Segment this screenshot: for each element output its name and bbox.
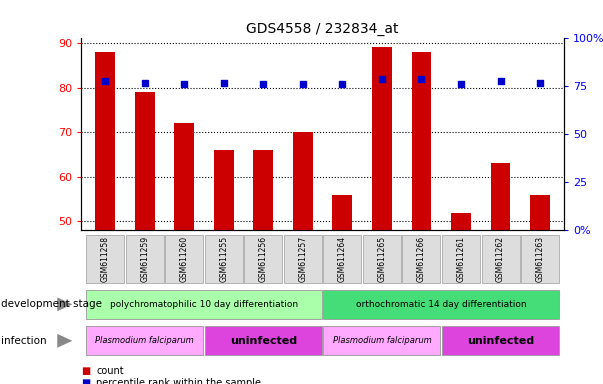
Point xyxy=(259,81,268,88)
Text: Plasmodium falciparum: Plasmodium falciparum xyxy=(332,336,431,345)
Bar xyxy=(363,235,401,283)
Text: development stage: development stage xyxy=(1,299,101,310)
Bar xyxy=(442,326,559,356)
Text: GSM611263: GSM611263 xyxy=(535,236,545,282)
Bar xyxy=(293,132,313,230)
Bar xyxy=(244,235,282,283)
Point xyxy=(298,81,308,88)
Bar xyxy=(442,235,480,283)
Text: polychromatophilic 10 day differentiation: polychromatophilic 10 day differentiatio… xyxy=(110,300,298,309)
Bar xyxy=(86,326,203,356)
Bar xyxy=(412,52,431,230)
Bar xyxy=(125,235,163,283)
Bar xyxy=(86,235,124,283)
Bar xyxy=(205,326,322,356)
Bar xyxy=(372,47,392,230)
Text: GSM611260: GSM611260 xyxy=(180,236,189,282)
Bar xyxy=(214,150,233,230)
Text: GSM611258: GSM611258 xyxy=(101,236,110,282)
Title: GDS4558 / 232834_at: GDS4558 / 232834_at xyxy=(247,22,399,36)
Point xyxy=(456,81,466,88)
Bar xyxy=(95,52,115,230)
Text: GSM611262: GSM611262 xyxy=(496,236,505,282)
Text: GSM611264: GSM611264 xyxy=(338,236,347,282)
Text: count: count xyxy=(96,366,124,376)
Text: GSM611259: GSM611259 xyxy=(140,236,149,282)
Bar xyxy=(530,195,550,230)
Point xyxy=(219,79,229,86)
Text: GSM611256: GSM611256 xyxy=(259,236,268,282)
Bar xyxy=(332,195,352,230)
Bar xyxy=(402,235,440,283)
Bar xyxy=(253,150,273,230)
Bar xyxy=(323,290,559,319)
Point xyxy=(377,76,387,82)
Polygon shape xyxy=(57,297,72,311)
Bar xyxy=(284,235,322,283)
Text: uninfected: uninfected xyxy=(230,336,297,346)
Text: GSM611257: GSM611257 xyxy=(298,236,308,282)
Text: percentile rank within the sample: percentile rank within the sample xyxy=(96,378,262,384)
Bar xyxy=(323,326,440,356)
Bar xyxy=(491,164,510,230)
Bar xyxy=(482,235,520,283)
Bar xyxy=(86,290,322,319)
Text: ■: ■ xyxy=(81,366,90,376)
Point xyxy=(100,78,110,84)
Text: Plasmodium falciparum: Plasmodium falciparum xyxy=(95,336,194,345)
Text: GSM611261: GSM611261 xyxy=(456,236,466,282)
Bar xyxy=(165,235,203,283)
Point xyxy=(535,79,545,86)
Bar xyxy=(174,123,194,230)
Bar xyxy=(205,235,243,283)
Point xyxy=(179,81,189,88)
Point xyxy=(140,79,150,86)
Bar xyxy=(135,92,154,230)
Point xyxy=(417,76,426,82)
Polygon shape xyxy=(57,334,72,348)
Text: GSM611266: GSM611266 xyxy=(417,236,426,282)
Text: GSM611265: GSM611265 xyxy=(377,236,387,282)
Text: uninfected: uninfected xyxy=(467,336,534,346)
Point xyxy=(496,78,505,84)
Bar xyxy=(521,235,559,283)
Text: GSM611255: GSM611255 xyxy=(219,236,229,282)
Bar xyxy=(451,212,471,230)
Point xyxy=(338,81,347,88)
Bar xyxy=(323,235,361,283)
Text: infection: infection xyxy=(1,336,46,346)
Text: ■: ■ xyxy=(81,378,90,384)
Text: orthochromatic 14 day differentiation: orthochromatic 14 day differentiation xyxy=(356,300,526,309)
